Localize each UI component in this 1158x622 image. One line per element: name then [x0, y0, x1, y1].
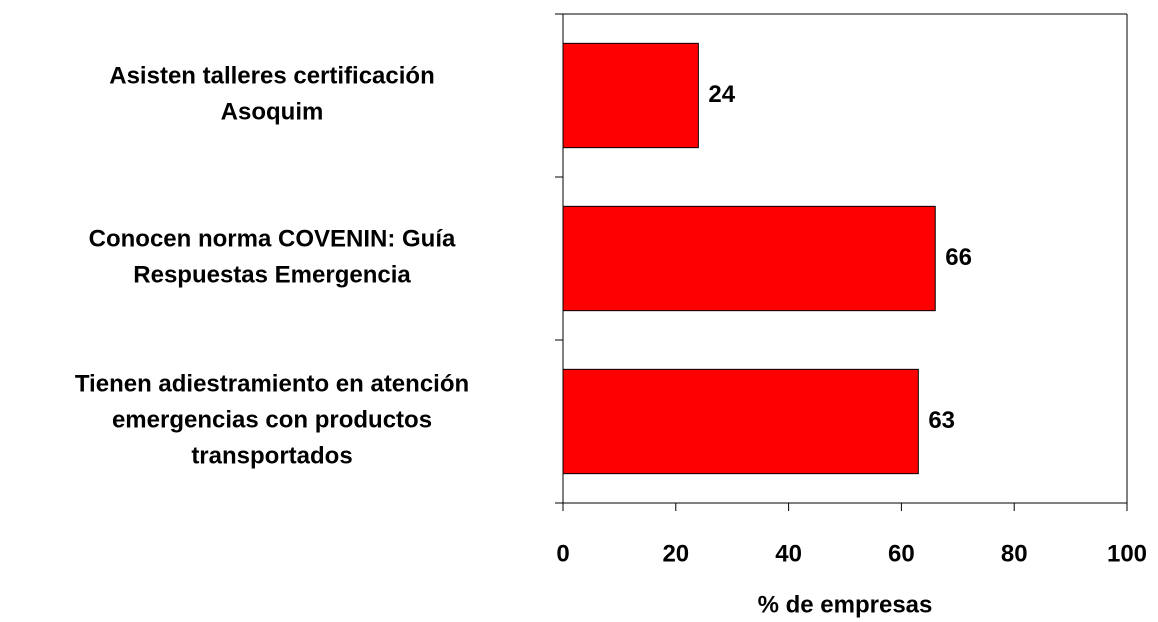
x-tick-label: 80 [1001, 540, 1028, 567]
bar [562, 368, 919, 475]
y-tick-label: Asisten talleres certificación Asoquim [109, 63, 434, 126]
value-label: 24 [708, 81, 735, 108]
value-label: 66 [945, 244, 972, 271]
y-tick-label: Tienen adiestramiento en atención emergen… [75, 371, 469, 470]
x-tick-label: 0 [556, 540, 569, 567]
bar [562, 42, 699, 149]
y-tick-label: Conocen norma COVENIN: Guía Respuestas Em… [89, 226, 456, 289]
bar [562, 205, 936, 312]
value-label: 63 [928, 407, 955, 434]
x-tick-label: 20 [662, 540, 689, 567]
x-axis-title: % de empresas [758, 591, 933, 618]
x-tick-label: 40 [775, 540, 802, 567]
x-tick-label: 60 [888, 540, 915, 567]
x-tick-label: 100 [1107, 540, 1147, 567]
